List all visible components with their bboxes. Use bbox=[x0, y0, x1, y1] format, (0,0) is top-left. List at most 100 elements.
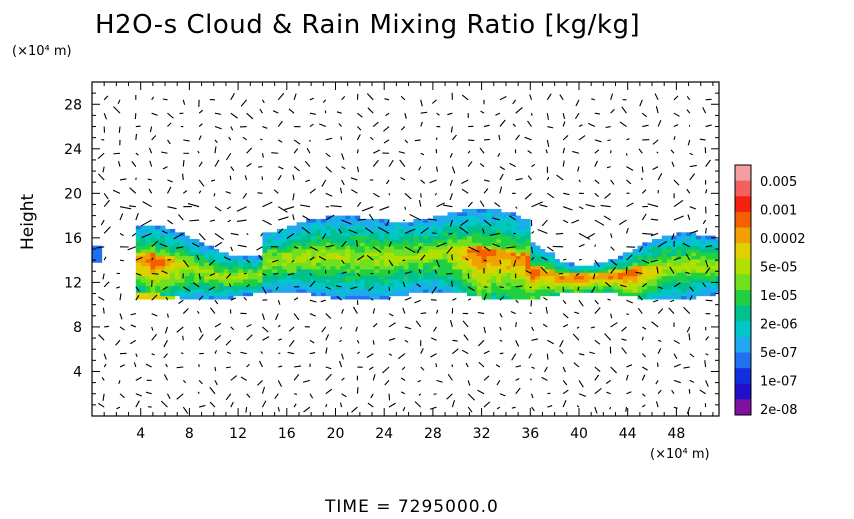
heatmap-cell bbox=[194, 242, 200, 247]
heatmap-cell bbox=[374, 232, 380, 237]
wind-vector bbox=[499, 119, 506, 127]
wind-vector bbox=[341, 153, 345, 160]
heatmap-cell bbox=[403, 285, 409, 290]
heatmap-cell bbox=[476, 259, 482, 263]
heatmap-cell bbox=[330, 292, 336, 297]
heatmap-cell bbox=[281, 262, 288, 267]
heatmap-cell bbox=[481, 259, 487, 263]
heatmap-cell bbox=[661, 259, 668, 263]
heatmap-cell bbox=[525, 222, 531, 227]
heatmap-cell bbox=[476, 245, 482, 250]
heatmap-cell bbox=[486, 279, 492, 283]
heatmap-cell bbox=[155, 232, 161, 237]
heatmap-cell bbox=[432, 225, 439, 230]
heatmap-cell bbox=[174, 275, 181, 280]
heatmap-cell bbox=[549, 282, 556, 287]
heatmap-cell bbox=[457, 262, 463, 267]
heatmap-cell bbox=[408, 275, 414, 280]
heatmap-cell bbox=[272, 282, 278, 287]
wind-vector bbox=[430, 353, 437, 358]
wind-vector bbox=[135, 353, 138, 357]
heatmap-cell bbox=[379, 238, 385, 243]
wind-vector bbox=[341, 96, 346, 101]
heatmap-cell bbox=[208, 282, 215, 287]
wind-vector bbox=[135, 376, 142, 381]
heatmap-cell bbox=[140, 289, 146, 293]
heatmap-cell bbox=[540, 265, 546, 270]
heatmap-cell bbox=[496, 259, 502, 263]
heatmap-cell bbox=[155, 228, 161, 233]
wind-vector bbox=[404, 113, 407, 119]
wind-vector bbox=[261, 313, 265, 320]
heatmap-cell bbox=[354, 235, 361, 240]
heatmap-cell bbox=[457, 242, 463, 247]
heatmap-cell bbox=[272, 252, 278, 257]
heatmap-cell bbox=[135, 255, 142, 260]
heatmap-cell bbox=[515, 238, 521, 243]
heatmap-cell bbox=[340, 255, 346, 260]
heatmap-cell bbox=[335, 292, 341, 297]
wind-vector bbox=[483, 188, 489, 194]
wind-vector bbox=[325, 366, 332, 370]
wind-vector bbox=[420, 152, 425, 156]
wind-vector bbox=[293, 93, 297, 100]
wind-vector bbox=[187, 203, 200, 208]
heatmap-cell bbox=[252, 265, 258, 270]
wind-vector bbox=[163, 374, 168, 381]
heatmap-cell bbox=[301, 228, 307, 233]
heatmap-cell bbox=[311, 275, 317, 280]
wind-vector bbox=[605, 281, 612, 288]
heatmap-cell bbox=[320, 279, 327, 283]
heatmap-cell bbox=[311, 265, 317, 270]
heatmap-cell bbox=[525, 289, 531, 293]
wind-vector bbox=[167, 139, 171, 145]
heatmap-cell bbox=[335, 279, 341, 283]
wind-vector bbox=[626, 166, 634, 171]
heatmap-cell bbox=[354, 289, 361, 293]
wind-vector bbox=[531, 338, 538, 341]
wind-vector bbox=[302, 215, 311, 221]
wind-vector bbox=[525, 270, 532, 274]
heatmap-cell bbox=[389, 235, 395, 240]
heatmap-cell bbox=[165, 292, 171, 297]
heatmap-cell bbox=[369, 228, 375, 233]
heatmap-cell bbox=[160, 275, 166, 280]
heatmap-cell bbox=[496, 232, 502, 237]
heatmap-cell bbox=[291, 259, 297, 263]
heatmap-cell bbox=[306, 242, 312, 247]
colorbar-segment bbox=[735, 196, 751, 213]
wind-vector bbox=[309, 273, 313, 276]
wind-vector bbox=[356, 134, 361, 141]
heatmap-cell bbox=[389, 275, 395, 280]
heatmap-cell bbox=[140, 255, 146, 260]
heatmap-cell bbox=[413, 269, 419, 273]
wind-vector bbox=[277, 174, 282, 181]
heatmap-cell bbox=[423, 242, 429, 247]
heatmap-cell bbox=[277, 228, 283, 233]
heatmap-cell bbox=[320, 289, 327, 293]
heatmap-cell bbox=[150, 242, 156, 247]
wind-vector bbox=[341, 166, 346, 170]
heatmap-cell bbox=[169, 249, 176, 253]
wind-vector bbox=[357, 351, 360, 355]
heatmap-cell bbox=[379, 275, 385, 280]
heatmap-cell bbox=[652, 245, 658, 250]
heatmap-cell bbox=[700, 292, 707, 297]
heatmap-cell bbox=[398, 249, 405, 253]
wind-vector bbox=[683, 306, 691, 314]
heatmap-cell bbox=[354, 218, 361, 223]
heatmap-cell bbox=[389, 292, 395, 297]
heatmap-cell bbox=[350, 259, 356, 263]
heatmap-cell bbox=[413, 225, 419, 230]
heatmap-cell bbox=[515, 282, 521, 287]
heatmap-cell bbox=[364, 225, 370, 230]
heatmap-cell bbox=[481, 279, 487, 283]
heatmap-cell bbox=[603, 265, 609, 270]
heatmap-cell bbox=[179, 275, 185, 280]
heatmap-cell bbox=[574, 289, 580, 293]
heatmap-cell bbox=[686, 275, 692, 280]
heatmap-cell bbox=[632, 272, 638, 277]
heatmap-cell bbox=[432, 235, 439, 240]
heatmap-cell bbox=[316, 279, 322, 283]
heatmap-cell bbox=[647, 262, 653, 267]
